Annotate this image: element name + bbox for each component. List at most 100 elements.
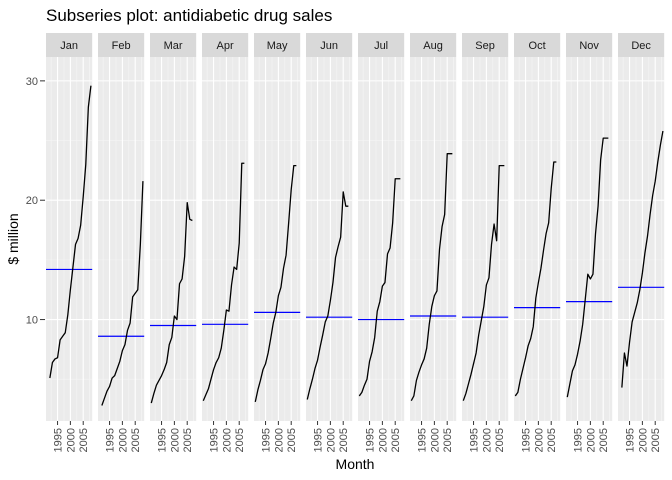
x-tick-label: 2005	[78, 428, 90, 452]
x-tick-label: 1995	[521, 428, 533, 452]
panel-background	[358, 57, 405, 421]
y-axis-title: $ million	[5, 213, 21, 264]
x-tick-label: 2005	[650, 428, 662, 452]
y-tick-label: 10	[26, 315, 38, 327]
strip-label: Apr	[217, 40, 234, 52]
panel-oct: Oct 1995 2000 2005	[514, 33, 561, 452]
x-tick-label: 1995	[625, 428, 637, 452]
strip-label: May	[267, 40, 288, 52]
y-tick-label: 20	[26, 195, 38, 207]
strip-label: Feb	[112, 40, 131, 52]
series-line	[514, 161, 557, 397]
x-tick-label: 2000	[325, 428, 337, 452]
x-tick-label: 2005	[494, 428, 506, 452]
x-tick-label: 2000	[169, 428, 181, 452]
x-axis-title: Month	[336, 456, 375, 472]
y-tick-label: 30	[26, 76, 38, 88]
panel-background	[306, 57, 353, 421]
panel-sep: Sep 1995 2000 2005	[462, 33, 509, 452]
x-tick-label: 1995	[469, 428, 481, 452]
x-tick-label: 2000	[221, 428, 233, 452]
panel-background	[566, 57, 613, 421]
strip-background	[306, 33, 353, 57]
panel-dec: Dec 1995 2000 2005	[618, 33, 665, 452]
panel-background	[98, 57, 145, 421]
x-tick-label: 1995	[573, 428, 585, 452]
panel-background	[202, 57, 249, 421]
x-tick-label: 1995	[313, 428, 325, 452]
x-tick-label: 1995	[53, 428, 65, 452]
x-tick-label: 2005	[546, 428, 558, 452]
strip-label: Jul	[374, 40, 388, 52]
strip-background	[410, 33, 457, 57]
strip-label: Jun	[320, 40, 338, 52]
x-tick-label: 2000	[533, 428, 545, 452]
panel-background	[462, 57, 509, 421]
x-tick-label: 1995	[209, 428, 221, 452]
x-tick-label: 2005	[234, 428, 246, 452]
series-line	[202, 162, 245, 401]
strip-label: Mar	[164, 40, 183, 52]
panel-background	[514, 57, 561, 421]
panel-nov: Nov 1995 2000 2005	[566, 33, 613, 452]
panel-apr: Apr 1995 2000 2005	[202, 33, 249, 452]
strip-background	[46, 33, 93, 57]
y-axis: 10 20 30	[26, 76, 45, 327]
strip-label: Oct	[529, 40, 546, 52]
series-line	[306, 191, 349, 400]
panel-may: May 1995 2000 2005	[254, 33, 301, 452]
strip-background	[98, 33, 145, 57]
strip-label: Jan	[60, 40, 78, 52]
strip-background	[254, 33, 301, 57]
panel-background	[150, 57, 197, 421]
strip-background	[618, 33, 665, 57]
series-line	[49, 85, 92, 379]
x-tick-label: 2000	[481, 428, 493, 452]
x-tick-label: 2000	[65, 428, 77, 452]
panel-background	[410, 57, 457, 421]
x-tick-label: 2000	[117, 428, 129, 452]
x-tick-label: 1995	[105, 428, 117, 452]
series-line	[410, 153, 453, 402]
x-tick-label: 2005	[598, 428, 610, 452]
series-line	[621, 130, 664, 388]
series-line	[358, 178, 401, 397]
x-tick-label: 1995	[157, 428, 169, 452]
strip-label: Aug	[423, 40, 443, 52]
panel-background	[618, 57, 665, 421]
panel-feb: Feb 1995 2000 2005	[98, 33, 145, 452]
panel-jan: Jan 1995 2000 2005	[46, 33, 93, 452]
strip-background	[150, 33, 197, 57]
strip-background	[514, 33, 561, 57]
chart-title: Subseries plot: antidiabetic drug sales	[46, 6, 332, 25]
x-tick-label: 2000	[273, 428, 285, 452]
series-line	[566, 137, 609, 398]
series-line	[254, 164, 297, 403]
x-tick-label: 2005	[390, 428, 402, 452]
panel-mar: Mar 1995 2000 2005	[150, 33, 197, 452]
x-tick-label: 2005	[286, 428, 298, 452]
x-tick-label: 2000	[585, 428, 597, 452]
panel-jun: Jun 1995 2000 2005	[306, 33, 353, 452]
x-tick-label: 2005	[182, 428, 194, 452]
x-tick-label: 2000	[377, 428, 389, 452]
panel-aug: Aug 1995 2000 2005	[410, 33, 457, 452]
x-tick-label: 2000	[637, 428, 649, 452]
panel-background	[46, 57, 93, 421]
strip-label: Dec	[631, 40, 651, 52]
x-tick-label: 2005	[338, 428, 350, 452]
series-line	[101, 181, 144, 406]
strip-label: Sep	[475, 40, 495, 52]
strip-label: Nov	[579, 40, 599, 52]
panel-jul: Jul 1995 2000 2005	[358, 33, 405, 452]
x-tick-label: 1995	[417, 428, 429, 452]
x-tick-label: 2005	[442, 428, 454, 452]
strip-background	[462, 33, 509, 57]
strip-background	[358, 33, 405, 57]
x-tick-label: 2000	[429, 428, 441, 452]
panel-background	[254, 57, 301, 421]
series-line	[150, 201, 193, 404]
series-line	[462, 164, 505, 401]
